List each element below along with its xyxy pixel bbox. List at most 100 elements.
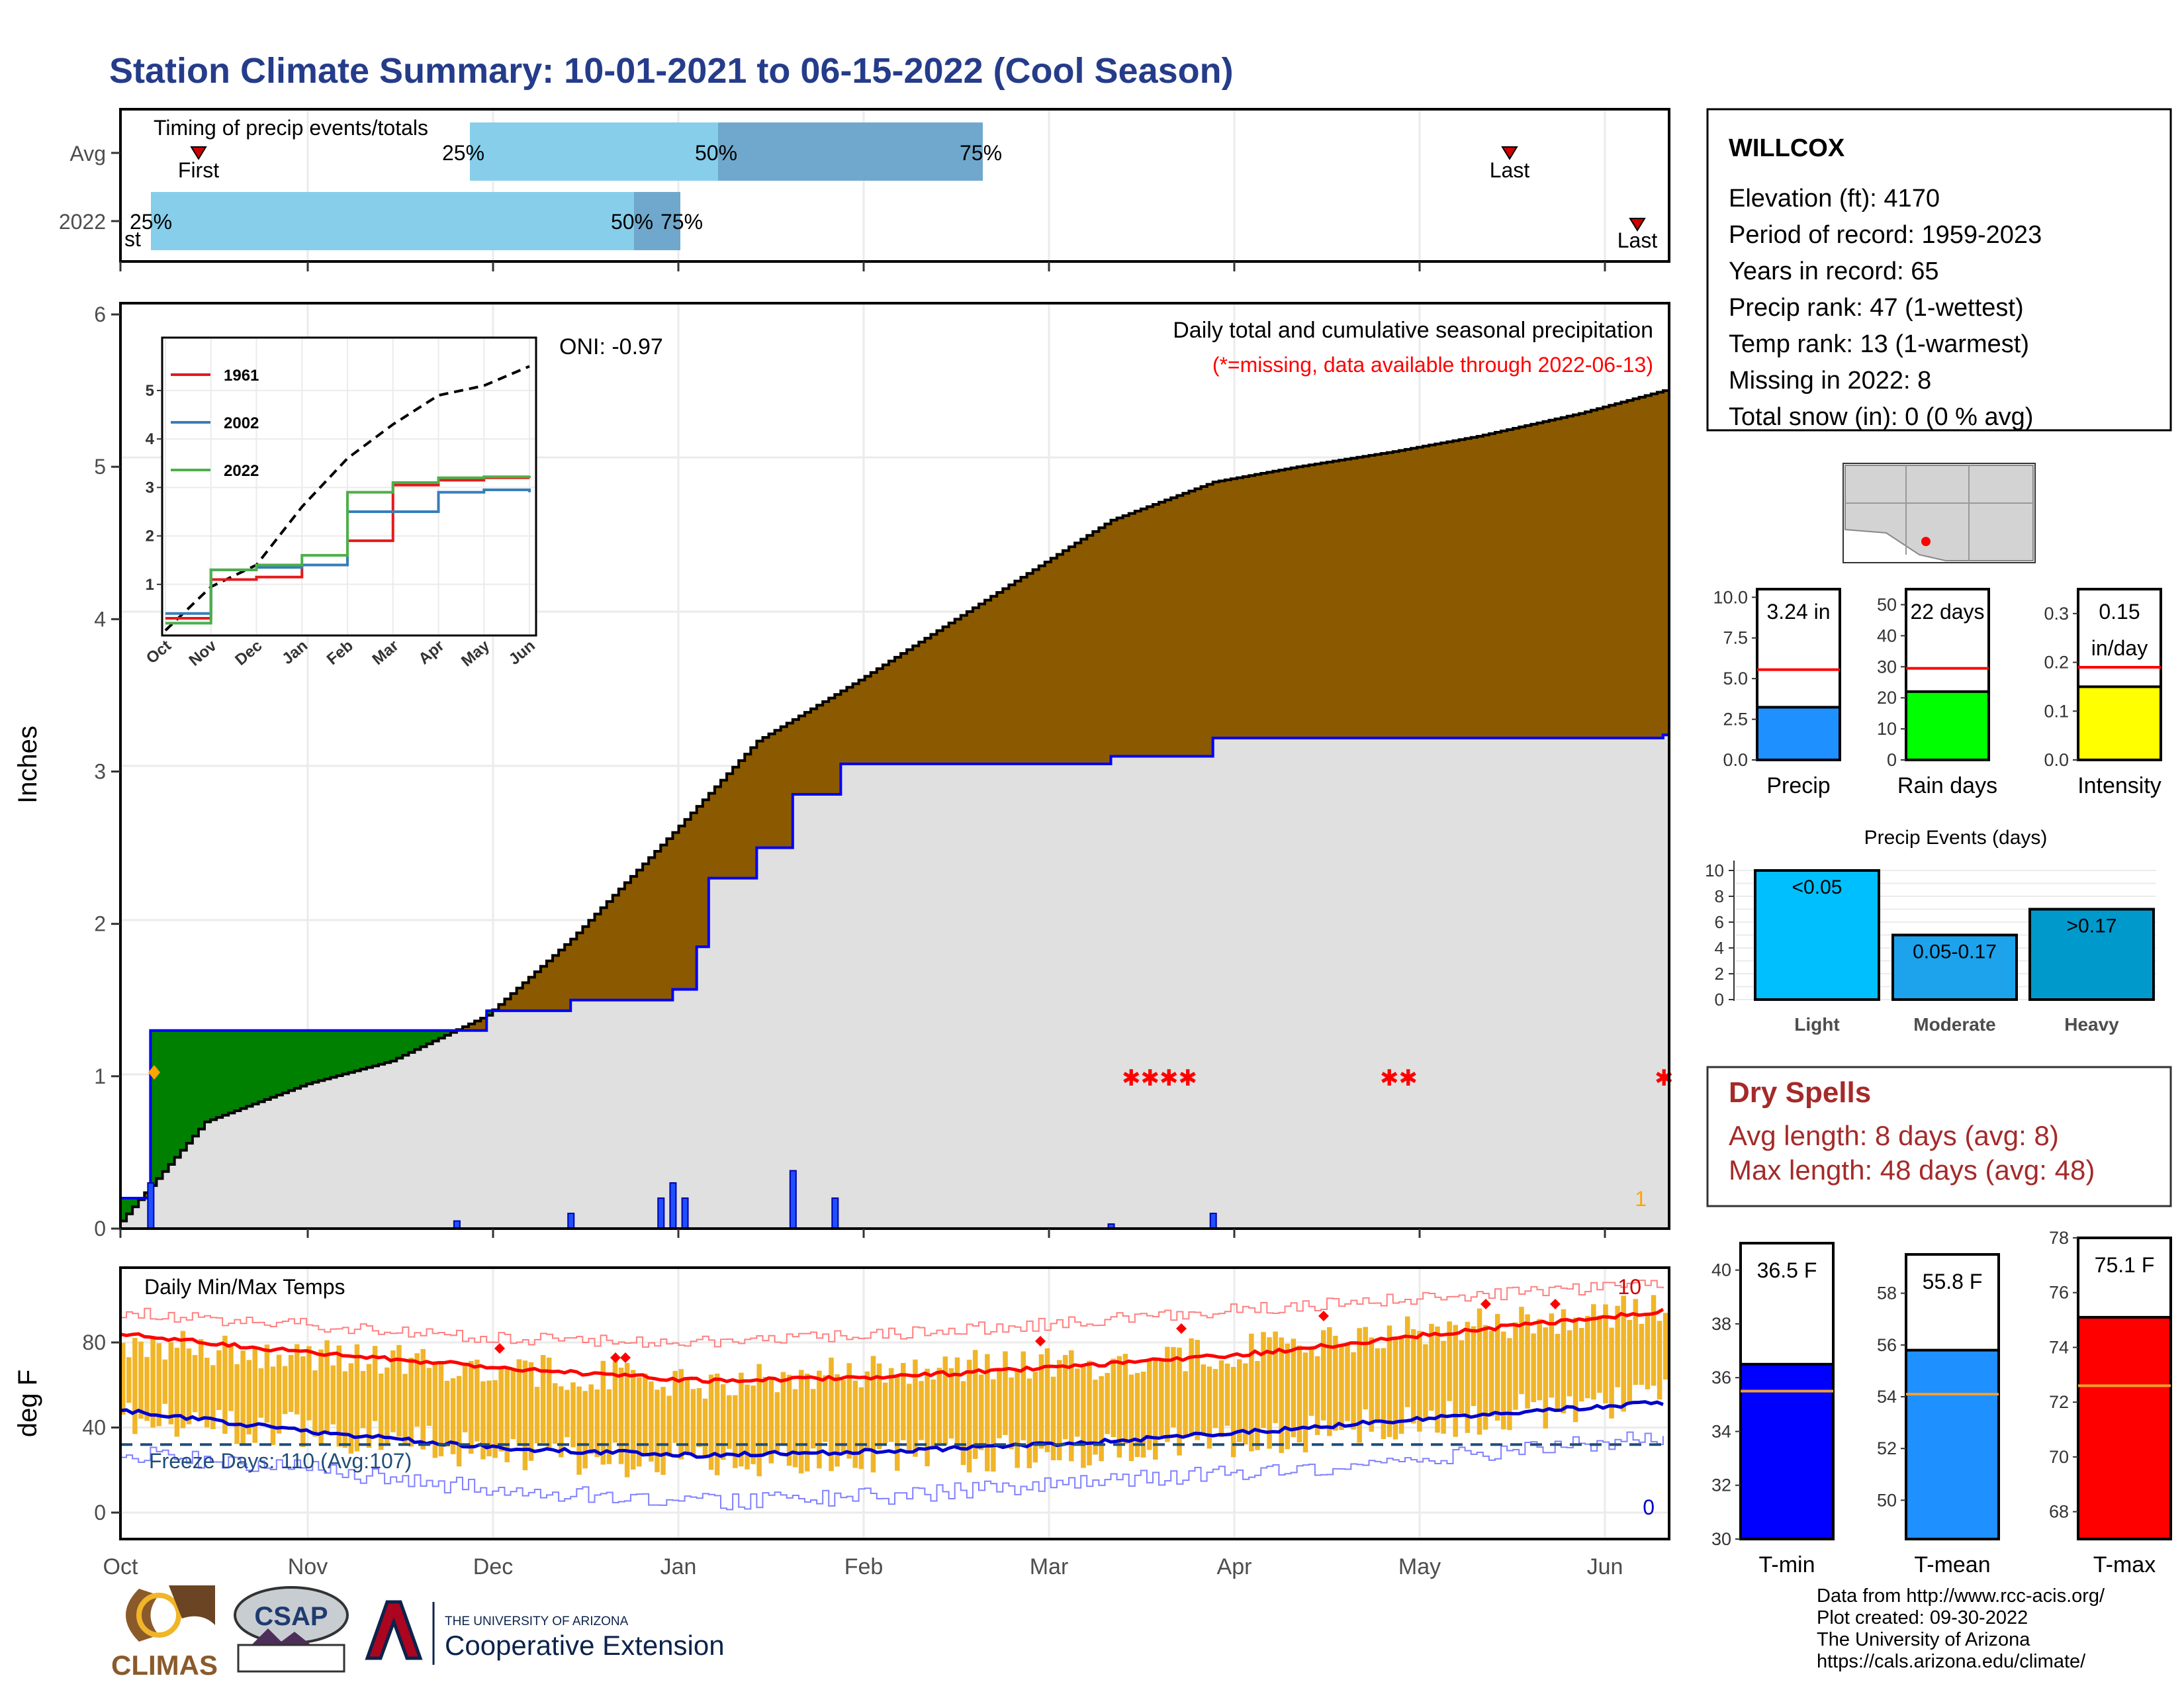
daily-temp-bar [1267,1337,1272,1449]
inset-legend-1961: 1961 [224,367,259,385]
daily-precip-bar [831,1197,839,1230]
daily-temp-bar [1662,1313,1668,1380]
daily-temp-bar [120,1342,126,1415]
daily-precip-bar [669,1182,677,1229]
daily-temp-bar [1561,1309,1567,1414]
daily-temp-bar [1471,1326,1477,1407]
dry-spells-max: Max length: 48 days (avg: 48) [1729,1154,2095,1186]
daily-temp-bar [1435,1326,1440,1433]
daily-temp-bar [528,1362,534,1461]
daily-temp-bar [1224,1363,1230,1426]
daily-temp-bar [390,1350,396,1432]
daily-temp-bar [643,1373,648,1456]
climas-logo: CLIMAS [111,1585,218,1681]
daily-temp-bar [618,1368,624,1464]
temp-summary-label: T-min [1759,1552,1815,1577]
daily-temp-bar [882,1382,888,1444]
x-axis-month-label: Apr [1217,1554,1252,1579]
avg-p50-label: 50% [695,141,737,165]
daily-temp-bar [888,1368,894,1442]
daily-temp-bar [174,1347,180,1437]
daily-temp-bar [1621,1295,1626,1412]
daily-temp-bar [1153,1358,1158,1460]
timing-row-label-avg: Avg [69,142,106,165]
station-info-box: WILLCOX Elevation (ft): 4170 Period of re… [1706,108,2172,432]
daily-temp-bar [835,1374,840,1467]
daily-temp-bar [1357,1328,1362,1443]
daily-temp-bar [1111,1358,1116,1437]
daily-temp-bar [786,1374,792,1466]
avg-p75-label: 75% [960,141,1002,165]
daily-temp-bar [684,1379,690,1455]
daily-temp-bar [420,1348,426,1450]
daily-temp-bar [240,1350,246,1444]
events-bar-light [1754,869,1880,1001]
daily-temp-bar [1645,1315,1651,1389]
daily-temp-bar [570,1382,576,1448]
daily-temp-bar [1392,1337,1398,1440]
temp-summary-tick-label: 52 [1877,1438,1897,1458]
precip-ytick-label: 4 [94,607,106,631]
daily-temp-bar [1230,1366,1236,1458]
daily-precip-bar [681,1197,689,1230]
average-cumulative-line [120,389,1669,1223]
daily-temp-bar [540,1354,546,1443]
daily-temp-bar [1032,1372,1038,1463]
daily-precip-bar [567,1212,575,1229]
daily-temp-bar [739,1372,744,1467]
daily-temp-bar [919,1381,924,1440]
daily-temp-bar [546,1357,552,1448]
temp-title: Daily Min/Max Temps [144,1275,345,1299]
daily-temp-bar [1236,1359,1242,1442]
daily-temp-bar [1189,1338,1194,1436]
mini-bar-value-unit: in/day [2091,636,2148,660]
temp-summary-value: 36.5 F [1757,1258,1817,1282]
dry-spells-avg: Avg length: 8 days (avg: 8) [1729,1120,2059,1151]
daily-temp-bar [1351,1352,1356,1430]
daily-temp-bar [1567,1330,1572,1397]
daily-temp-bars [120,1295,1668,1477]
daily-temp-bar [438,1361,444,1457]
ua-logo-top: THE UNIVERSITY OF ARIZONA [445,1615,629,1628]
daily-temp-bar [210,1365,216,1430]
daily-temp-bar [1519,1307,1524,1395]
precip-ytick-label: 3 [94,760,106,784]
daily-temp-bar [318,1349,324,1445]
daily-temp-bar [372,1346,378,1421]
daily-temp-bar [972,1350,978,1459]
daily-temp-bar [1116,1356,1122,1458]
daily-temp-bar [1171,1346,1176,1428]
inset-ytick-label: 3 [146,479,154,496]
daily-temp-bar [1201,1364,1206,1436]
daily-temp-bar [1273,1331,1278,1423]
daily-temp-bar [1633,1299,1639,1385]
precip-caption: Daily total and cumulative seasonal prec… [1173,318,1653,343]
daily-temp-bar [282,1366,288,1415]
daily-temp-bar [960,1381,966,1466]
daily-temp-bar [1627,1319,1633,1403]
climas-logo-text: CLIMAS [111,1650,218,1681]
daily-temp-bar [1255,1361,1260,1450]
events-title: Precip Events (days) [1864,827,2048,849]
daily-temp-bar [798,1370,804,1474]
cumulative-2022-line [120,733,1669,1199]
daily-temp-bar [1009,1377,1014,1450]
precip-ytick-label: 1 [94,1064,106,1088]
daily-temp-bar [991,1379,996,1472]
daily-temp-bar [1333,1335,1338,1431]
footer-line: The University of Arizona [1817,1629,2030,1650]
daily-temp-bar [804,1374,810,1472]
missing-marker: ✱✱ [1380,1066,1418,1091]
daily-temp-bar [192,1354,198,1413]
inset-ytick-label: 1 [146,576,154,594]
temp-summary-tick-label: 76 [2049,1283,2069,1303]
daily-temp-bar [426,1368,432,1426]
temp-summary-tick-label: 54 [1877,1387,1897,1407]
precip-ytick-label: 2 [94,912,106,936]
daily-temp-bar [1099,1376,1104,1462]
x-axis-month-label: Feb [844,1554,884,1579]
mini-bar-fill [2077,685,2162,762]
daily-temp-bar [829,1357,834,1472]
daily-temp-bar [948,1368,954,1439]
daily-temp-bar [1477,1308,1482,1435]
